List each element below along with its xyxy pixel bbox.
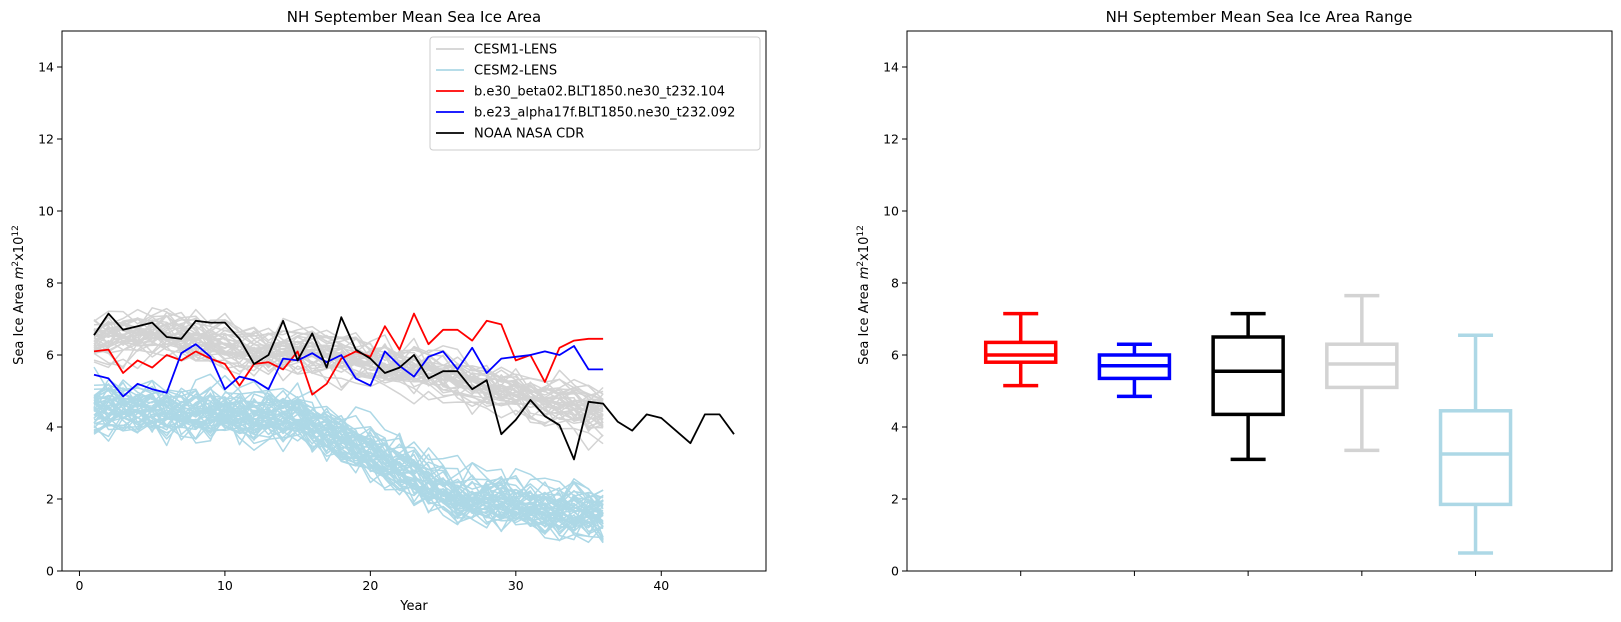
y-tick-label: 2 xyxy=(46,492,54,507)
cesm2-lens-member-line xyxy=(93,366,604,507)
cesm2-lens-member-line xyxy=(93,405,604,531)
cesm2-lens-member-line xyxy=(93,379,604,517)
line-chart-frame xyxy=(61,30,767,572)
x-tick-label: 10 xyxy=(217,578,233,593)
series-line-b-e23-alpha17f-blt1850-ne30-t232-092 xyxy=(93,343,604,398)
cesm1-lens-member-line xyxy=(93,323,604,412)
y-tick-label: 12 xyxy=(883,132,899,147)
y-tick-label: 10 xyxy=(38,204,54,219)
cesm2-lens-member-line xyxy=(93,405,604,527)
box-iqr xyxy=(983,340,1058,364)
cesm1-lens-member-line xyxy=(93,307,604,401)
line-chart-plot-area xyxy=(93,307,735,544)
line-chart-x-axis-label: Year xyxy=(399,599,428,614)
box-iqr xyxy=(1211,335,1285,417)
cesm1-lens-member-line xyxy=(93,320,604,426)
y-tick-label: 8 xyxy=(46,276,54,291)
y-tick-label: 14 xyxy=(883,60,899,75)
x-tick-label: 0 xyxy=(75,578,83,593)
y-tick-label: 4 xyxy=(891,420,899,435)
line-chart-panel: NH September Mean Sea Ice Area 0 10 20 30 40… xyxy=(11,8,767,614)
x-tick-label: 30 xyxy=(508,578,524,593)
box-iqr xyxy=(1438,409,1513,507)
y-tick-label: 6 xyxy=(891,348,899,363)
box-chart-title: NH September Mean Sea Ice Area Range xyxy=(1106,8,1413,26)
legend-box xyxy=(429,36,761,151)
cesm2-lens-member-line xyxy=(93,383,604,525)
y-tick-label: 2 xyxy=(891,492,899,507)
line-chart-axes: 0 10 20 30 40 0 2 4 6 8 10 12 14 xyxy=(38,30,767,593)
line-chart-legend: CESM1-LENS CESM2-LENS b.e30_beta02.BLT1850… xyxy=(429,36,761,151)
box-iqr xyxy=(1325,342,1399,390)
cesm1-lens-member-line xyxy=(93,322,604,419)
legend-label: b.e23_alpha17f.BLT1850.ne30_t232.092 xyxy=(474,106,735,121)
box-plot-5 xyxy=(1438,333,1513,555)
y-tick-label: 12 xyxy=(38,132,54,147)
legend-label: CESM2-LENS xyxy=(474,64,557,79)
y-tick-label: 14 xyxy=(38,60,54,75)
x-tick-label: 40 xyxy=(653,578,669,593)
box-chart-frame xyxy=(906,30,1613,572)
box-plot-2 xyxy=(1097,342,1172,399)
box-chart-panel: NH September Mean Sea Ice Area Range 0 2 4… xyxy=(856,8,1613,579)
cesm1-lens-member-line xyxy=(93,311,604,396)
line-chart-title: NH September Mean Sea Ice Area xyxy=(287,8,541,26)
legend-label: NOAA NASA CDR xyxy=(474,127,584,142)
box-plot-1 xyxy=(983,311,1058,388)
box-plot-3 xyxy=(1211,311,1285,462)
y-tick-label: 6 xyxy=(46,348,54,363)
y-tick-label: 8 xyxy=(891,276,899,291)
cesm1-lens-member-line xyxy=(93,316,604,406)
cesm2-lens-member-line xyxy=(93,395,604,527)
series-line-noaa-nasa-cdr xyxy=(93,312,735,461)
y-tick-label: 4 xyxy=(46,420,54,435)
legend-label: CESM1-LENS xyxy=(474,43,557,58)
box-chart-y-axis-label: Sea Ice Area m2x1012 xyxy=(856,225,872,365)
box-chart-axes: 0 2 4 6 8 10 12 14 xyxy=(883,30,1613,579)
box-plot-4 xyxy=(1325,293,1399,453)
y-tick-label: 0 xyxy=(46,564,54,579)
line-chart-y-axis-label: Sea Ice Area m2x1012 xyxy=(11,225,27,365)
x-tick-label: 20 xyxy=(362,578,378,593)
y-tick-label: 10 xyxy=(883,204,899,219)
legend-label: b.e30_beta02.BLT1850.ne30_t232.104 xyxy=(474,85,725,100)
y-tick-label: 0 xyxy=(891,564,899,579)
cesm2-lens-member-line xyxy=(93,379,604,510)
box-chart-plot-area xyxy=(983,293,1513,555)
